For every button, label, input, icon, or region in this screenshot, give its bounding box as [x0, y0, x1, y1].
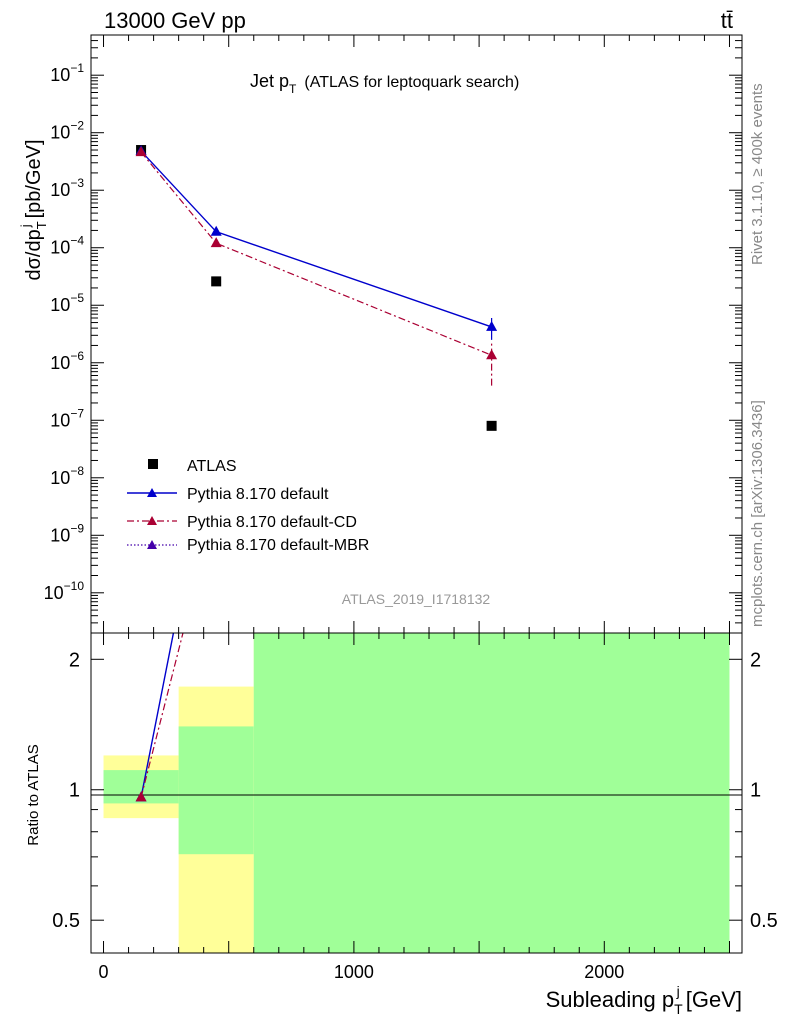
plot-title-sub: T [289, 82, 297, 96]
x-axis-label: Subleading pTj [GeV] [546, 983, 742, 1017]
ratio-y-tick-label: 1 [69, 780, 80, 802]
main-y-tick-label: 10−10 [44, 579, 85, 603]
legend-cd-marker [147, 516, 157, 525]
atlas-data-point [211, 276, 222, 287]
ratio-bands [103, 633, 730, 953]
main-y-tick-label-exp: −10 [64, 579, 85, 593]
legend-mbr-marker [147, 540, 157, 549]
legend-item-pythia-mbr: Pythia 8.170 default-MBR [127, 537, 369, 554]
legend-item-pythia-cd: Pythia 8.170 default-CD [127, 514, 357, 531]
main-y-tick-label: 10−1 [50, 61, 84, 85]
main-panel: 10−1010−910−810−710−610−510−410−310−210−… [18, 34, 743, 634]
y-label-post: [pb/GeV] [23, 139, 45, 218]
main-y-tick-label-base: 10 [50, 180, 70, 200]
legend-cd-label: Pythia 8.170 default-CD [187, 514, 357, 531]
main-y-axis-label: dσ/dpTj [pb/GeV] [18, 139, 49, 280]
main-y-tick-label-exp: −9 [70, 521, 84, 535]
ratio-y-tick-label-right: 0.5 [750, 910, 778, 932]
ratio-point-1 [135, 791, 147, 802]
main-y-tick-label: 10−8 [50, 464, 84, 488]
ratio-y-tick-label: 2 [69, 649, 80, 671]
mcplots-label: mcplots.cern.ch [arXiv:1306.3436] [749, 400, 766, 627]
x-label-sup: j [676, 983, 680, 999]
series-line-1 [140, 150, 492, 328]
series-point-2 [210, 237, 222, 248]
series-line-2 [140, 151, 492, 356]
main-y-tick-label-base: 10 [50, 295, 70, 315]
series-point-1 [486, 320, 498, 331]
main-series [135, 145, 498, 431]
main-y-tick-label-base: 10 [44, 583, 64, 603]
ratio-band-inner [178, 726, 254, 855]
legend-default-label: Pythia 8.170 default [187, 486, 329, 503]
watermark: ATLAS_2019_I1718132 [342, 591, 491, 607]
plot-title-rest: (ATLAS for leptoquark search) [304, 74, 519, 91]
series-point-1 [210, 225, 222, 236]
main-y-ticks [91, 34, 742, 634]
main-y-tick-label-base: 10 [50, 65, 70, 85]
main-y-tick-label-exp: −2 [70, 119, 84, 133]
main-y-tick-label: 10−6 [50, 349, 84, 373]
x-tick-label: 0 [99, 962, 109, 982]
rivet-label: Rivet 3.1.10, ≥ 400k events [749, 83, 766, 265]
x-label-post: [GeV] [686, 987, 742, 1012]
main-y-tick-label-exp: −1 [70, 61, 84, 75]
y-label-sub: T [34, 221, 49, 229]
legend-atlas-label: ATLAS [187, 458, 237, 475]
legend-atlas-marker [148, 459, 158, 469]
main-y-tick-label-exp: −7 [70, 406, 84, 420]
ratio-band-inner [253, 633, 730, 953]
x-tick-label: 1000 [334, 962, 374, 982]
legend-item-pythia-default: Pythia 8.170 default [127, 486, 329, 503]
main-y-tick-label-exp: −5 [70, 291, 84, 305]
ratio-frame [90, 632, 743, 954]
header-left: 13000 GeV pp [104, 8, 246, 33]
main-y-tick-label-base: 10 [50, 238, 70, 258]
main-y-tick-label-exp: −6 [70, 349, 84, 363]
legend: ATLAS Pythia 8.170 default Pythia 8.170 … [127, 458, 369, 554]
plot-title-main: Jet p [250, 71, 289, 91]
ratio-y-tick-label: 0.5 [52, 910, 80, 932]
main-y-tick-label: 10−9 [50, 521, 84, 545]
main-y-tick-label-base: 10 [50, 468, 70, 488]
y-label-sup: j [18, 224, 33, 228]
x-tick-label: 2000 [584, 962, 624, 982]
ratio-y-tick-label-right: 1 [750, 780, 761, 802]
ratio-panel: 0.5 0.5 1 1 2 2 0 1000 2000 Ratio to ATLAS Suble… [25, 632, 778, 1017]
ratio-series [135, 633, 184, 802]
atlas-data-point [486, 420, 497, 431]
legend-item-atlas: ATLAS [148, 458, 237, 475]
legend-default-marker [147, 488, 157, 497]
ratio-line-1 [140, 633, 184, 798]
ratio-y-tick-label-right: 2 [750, 649, 761, 671]
main-y-tick-label-exp: −8 [70, 464, 84, 478]
plot-title: Jet pT (ATLAS for leptoquark search) [250, 71, 519, 96]
main-y-tick-label: 10−7 [50, 406, 84, 430]
x-label-pre: Subleading p [546, 987, 674, 1012]
x-label-sub: T [674, 1001, 683, 1017]
ratio-line-0 [140, 633, 175, 798]
y-label-pre: dσ/dp [23, 229, 45, 280]
ratio-ticks: 0.5 0.5 1 1 2 2 0 1000 2000 [52, 633, 778, 982]
main-y-tick-label-base: 10 [50, 353, 70, 373]
main-y-tick-label-exp: −4 [70, 234, 84, 248]
main-y-tick-label: 10−5 [50, 291, 84, 315]
header-right: tt̄ [721, 8, 733, 33]
main-y-tick-labels: 10−1010−910−810−710−610−510−410−310−210−… [44, 61, 85, 603]
main-y-tick-label-exp: −3 [70, 176, 84, 190]
series-point-2 [135, 146, 147, 157]
legend-mbr-label: Pythia 8.170 default-MBR [187, 537, 369, 554]
ratio-y-axis-label: Ratio to ATLAS [25, 744, 42, 845]
main-y-tick-label: 10−2 [50, 119, 84, 143]
main-y-tick-label-base: 10 [50, 123, 70, 143]
main-y-tick-label: 10−3 [50, 176, 84, 200]
series-point-2 [486, 349, 498, 360]
main-y-tick-label: 10−4 [50, 234, 84, 258]
main-y-tick-label-base: 10 [50, 525, 70, 545]
main-x-ticks [103, 35, 730, 633]
main-y-tick-label-base: 10 [50, 410, 70, 430]
